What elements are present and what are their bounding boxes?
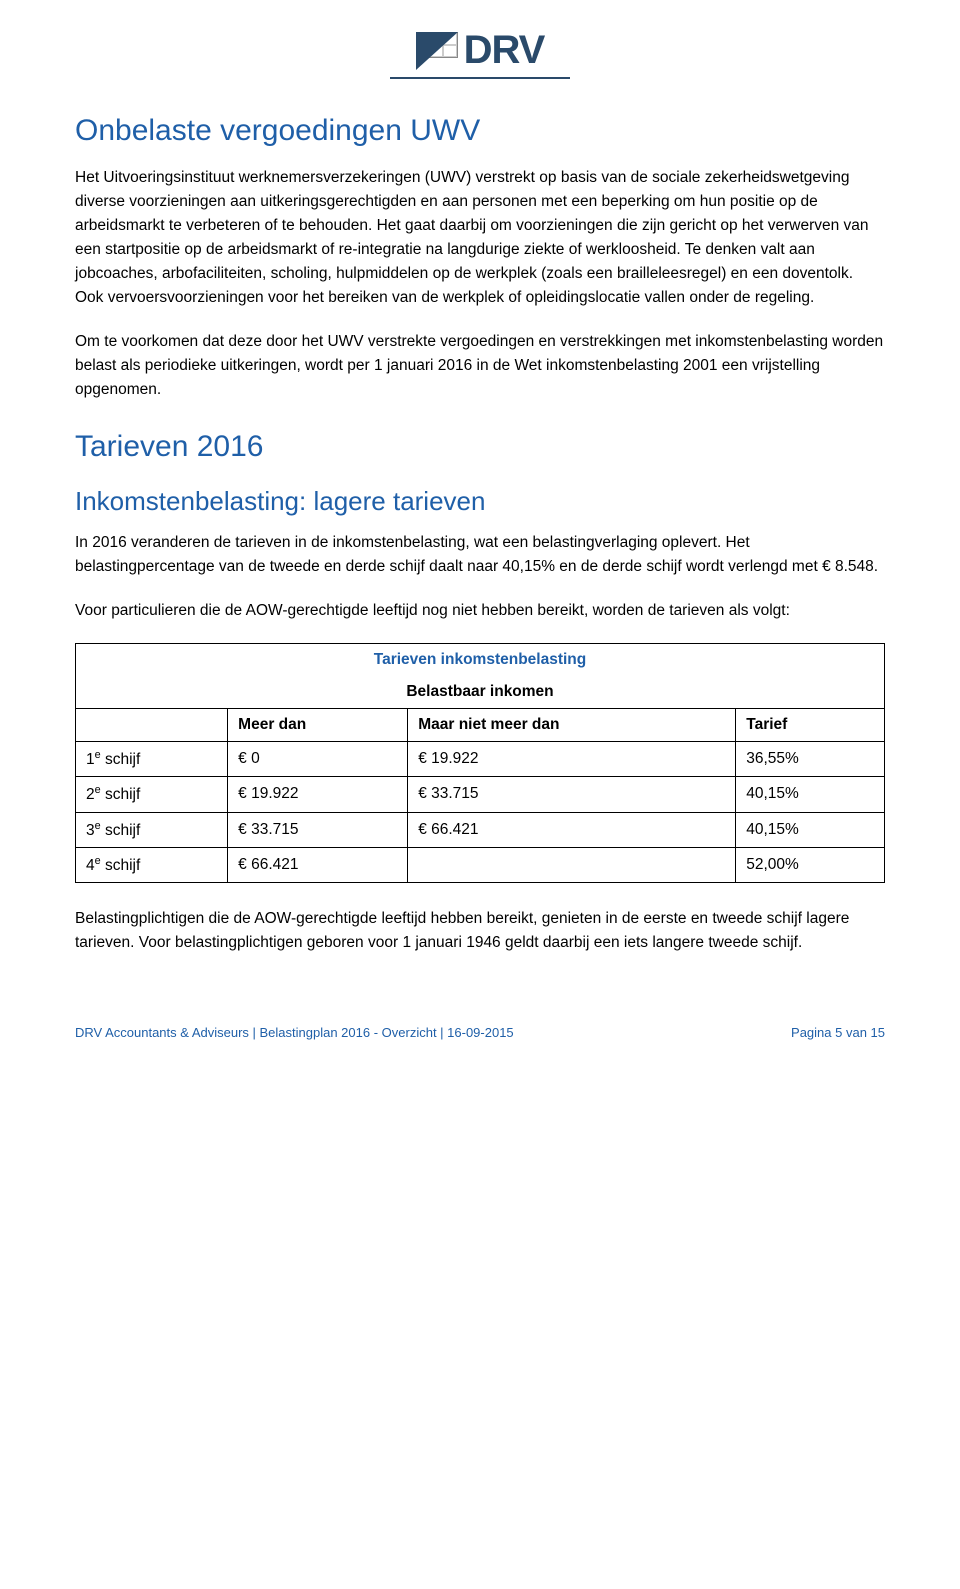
brand-logo: DRV <box>416 30 545 70</box>
table-cell: 36,55% <box>736 742 885 777</box>
table-header-row: Meer dan Maar niet meer dan Tarief <box>76 709 885 742</box>
table-cell: 52,00% <box>736 847 885 882</box>
logo-container: DRV <box>75 30 885 79</box>
heading-onbelaste: Onbelaste vergoedingen UWV <box>75 114 885 148</box>
table-cell: 40,15% <box>736 777 885 812</box>
table-row: 1e schijf € 0 € 19.922 36,55% <box>76 742 885 777</box>
table-cell: € 0 <box>228 742 408 777</box>
paragraph-2: Om te voorkomen dat deze door het UWV ve… <box>75 330 885 402</box>
table-title: Tarieven inkomstenbelasting <box>76 644 885 677</box>
footer-left: DRV Accountants & Adviseurs | Belastingp… <box>75 1025 514 1040</box>
table-header-cell: Meer dan <box>228 709 408 742</box>
document-page: DRV Onbelaste vergoedingen UWV Het Uitvo… <box>0 0 960 1080</box>
paragraph-3: In 2016 veranderen de tarieven in de ink… <box>75 531 885 579</box>
table-header-cell: Maar niet meer dan <box>408 709 736 742</box>
table-row: 3e schijf € 33.715 € 66.421 40,15% <box>76 812 885 847</box>
heading-tarieven-2016: Tarieven 2016 <box>75 430 885 464</box>
logo-mark-icon <box>416 32 458 70</box>
heading-inkomstenbelasting: Inkomstenbelasting: lagere tarieven <box>75 486 885 517</box>
table-cell-label: 3e schijf <box>76 812 228 847</box>
table-cell-label: 2e schijf <box>76 777 228 812</box>
logo-text: DRV <box>464 30 545 70</box>
table-cell: € 66.421 <box>228 847 408 882</box>
table-header-cell: Tarief <box>736 709 885 742</box>
table-row: 2e schijf € 19.922 € 33.715 40,15% <box>76 777 885 812</box>
paragraph-4: Voor particulieren die de AOW-gerechtigd… <box>75 599 885 623</box>
table-subtitle: Belastbaar inkomen <box>76 676 885 709</box>
table-cell-label: 1e schijf <box>76 742 228 777</box>
table-cell: € 19.922 <box>228 777 408 812</box>
table-cell <box>408 847 736 882</box>
table-cell: € 19.922 <box>408 742 736 777</box>
paragraph-5: Belastingplichtigen die de AOW-gerechtig… <box>75 907 885 955</box>
tax-brackets-table: Tarieven inkomstenbelasting Belastbaar i… <box>75 643 885 883</box>
logo-underline <box>390 77 570 79</box>
page-footer: DRV Accountants & Adviseurs | Belastingp… <box>75 1025 885 1040</box>
table-cell: € 33.715 <box>228 812 408 847</box>
table-cell: 40,15% <box>736 812 885 847</box>
footer-right: Pagina 5 van 15 <box>791 1025 885 1040</box>
paragraph-1: Het Uitvoeringsinstituut werknemersverze… <box>75 166 885 310</box>
table-cell-label: 4e schijf <box>76 847 228 882</box>
table-cell: € 33.715 <box>408 777 736 812</box>
table-row: 4e schijf € 66.421 52,00% <box>76 847 885 882</box>
table-cell: € 66.421 <box>408 812 736 847</box>
table-header-cell <box>76 709 228 742</box>
